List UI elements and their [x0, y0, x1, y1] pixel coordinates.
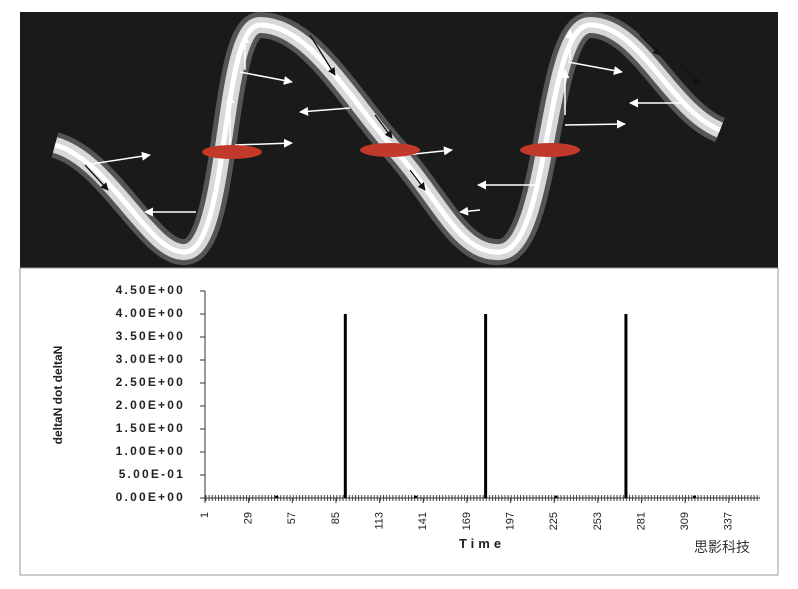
x-tick-label: 169 — [461, 512, 473, 530]
bar — [275, 495, 279, 498]
y-tick-label: 3.00E+00 — [116, 352, 185, 366]
illustration — [20, 11, 778, 268]
watermark: 思影科技 — [694, 539, 750, 555]
bar — [554, 495, 558, 498]
x-tick-label: 141 — [417, 512, 429, 530]
x-tick-label: 57 — [286, 512, 298, 524]
marker-ellipse — [520, 143, 580, 157]
x-tick-label: 1 — [199, 512, 211, 518]
x-tick-label: 197 — [504, 512, 516, 530]
bar — [484, 314, 488, 498]
x-tick-label: 225 — [548, 512, 560, 530]
x-tick-label: 29 — [243, 512, 255, 524]
x-tick-label: 281 — [635, 512, 647, 530]
bar — [413, 495, 417, 498]
bar — [693, 495, 697, 498]
bar — [343, 314, 347, 498]
y-tick-label: 4.50E+00 — [116, 283, 185, 297]
y-tick-label: 1.50E+00 — [116, 421, 185, 435]
y-tick-label: 2.00E+00 — [116, 398, 185, 412]
y-tick-label: 2.50E+00 — [116, 375, 185, 389]
y-tick-label: 1.00E+00 — [116, 444, 185, 458]
chart-frame — [19, 267, 779, 576]
x-tick-label: 85 — [330, 512, 342, 524]
y-axis-label: deltaN dot deltaN — [51, 346, 65, 445]
bar — [624, 314, 628, 498]
y-tick-label: 0.00E+00 — [116, 490, 185, 504]
ribbon-arrows — [84, 34, 701, 191]
y-tick-label: 5.00E-01 — [119, 467, 185, 481]
y-tick-label: 3.50E+00 — [116, 329, 185, 343]
x-axis-label: Time — [459, 536, 505, 551]
y-tick-label: 4.00E+00 — [116, 306, 185, 320]
x-tick-label: 337 — [723, 512, 735, 530]
x-tick-label: 309 — [679, 512, 691, 530]
marker-ellipse — [360, 143, 420, 157]
x-tick-label: 113 — [374, 512, 386, 530]
marker-ellipse — [202, 145, 262, 159]
x-tick-label: 253 — [592, 512, 604, 530]
